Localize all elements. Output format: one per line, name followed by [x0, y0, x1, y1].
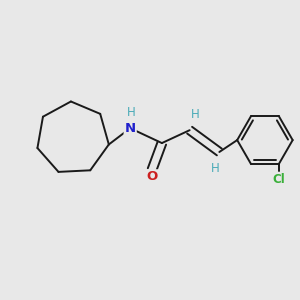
Text: H: H: [191, 108, 200, 121]
Text: N: N: [124, 122, 136, 135]
Text: H: H: [127, 106, 136, 119]
Text: H: H: [211, 162, 220, 175]
Text: Cl: Cl: [272, 173, 285, 187]
Text: O: O: [146, 170, 158, 183]
